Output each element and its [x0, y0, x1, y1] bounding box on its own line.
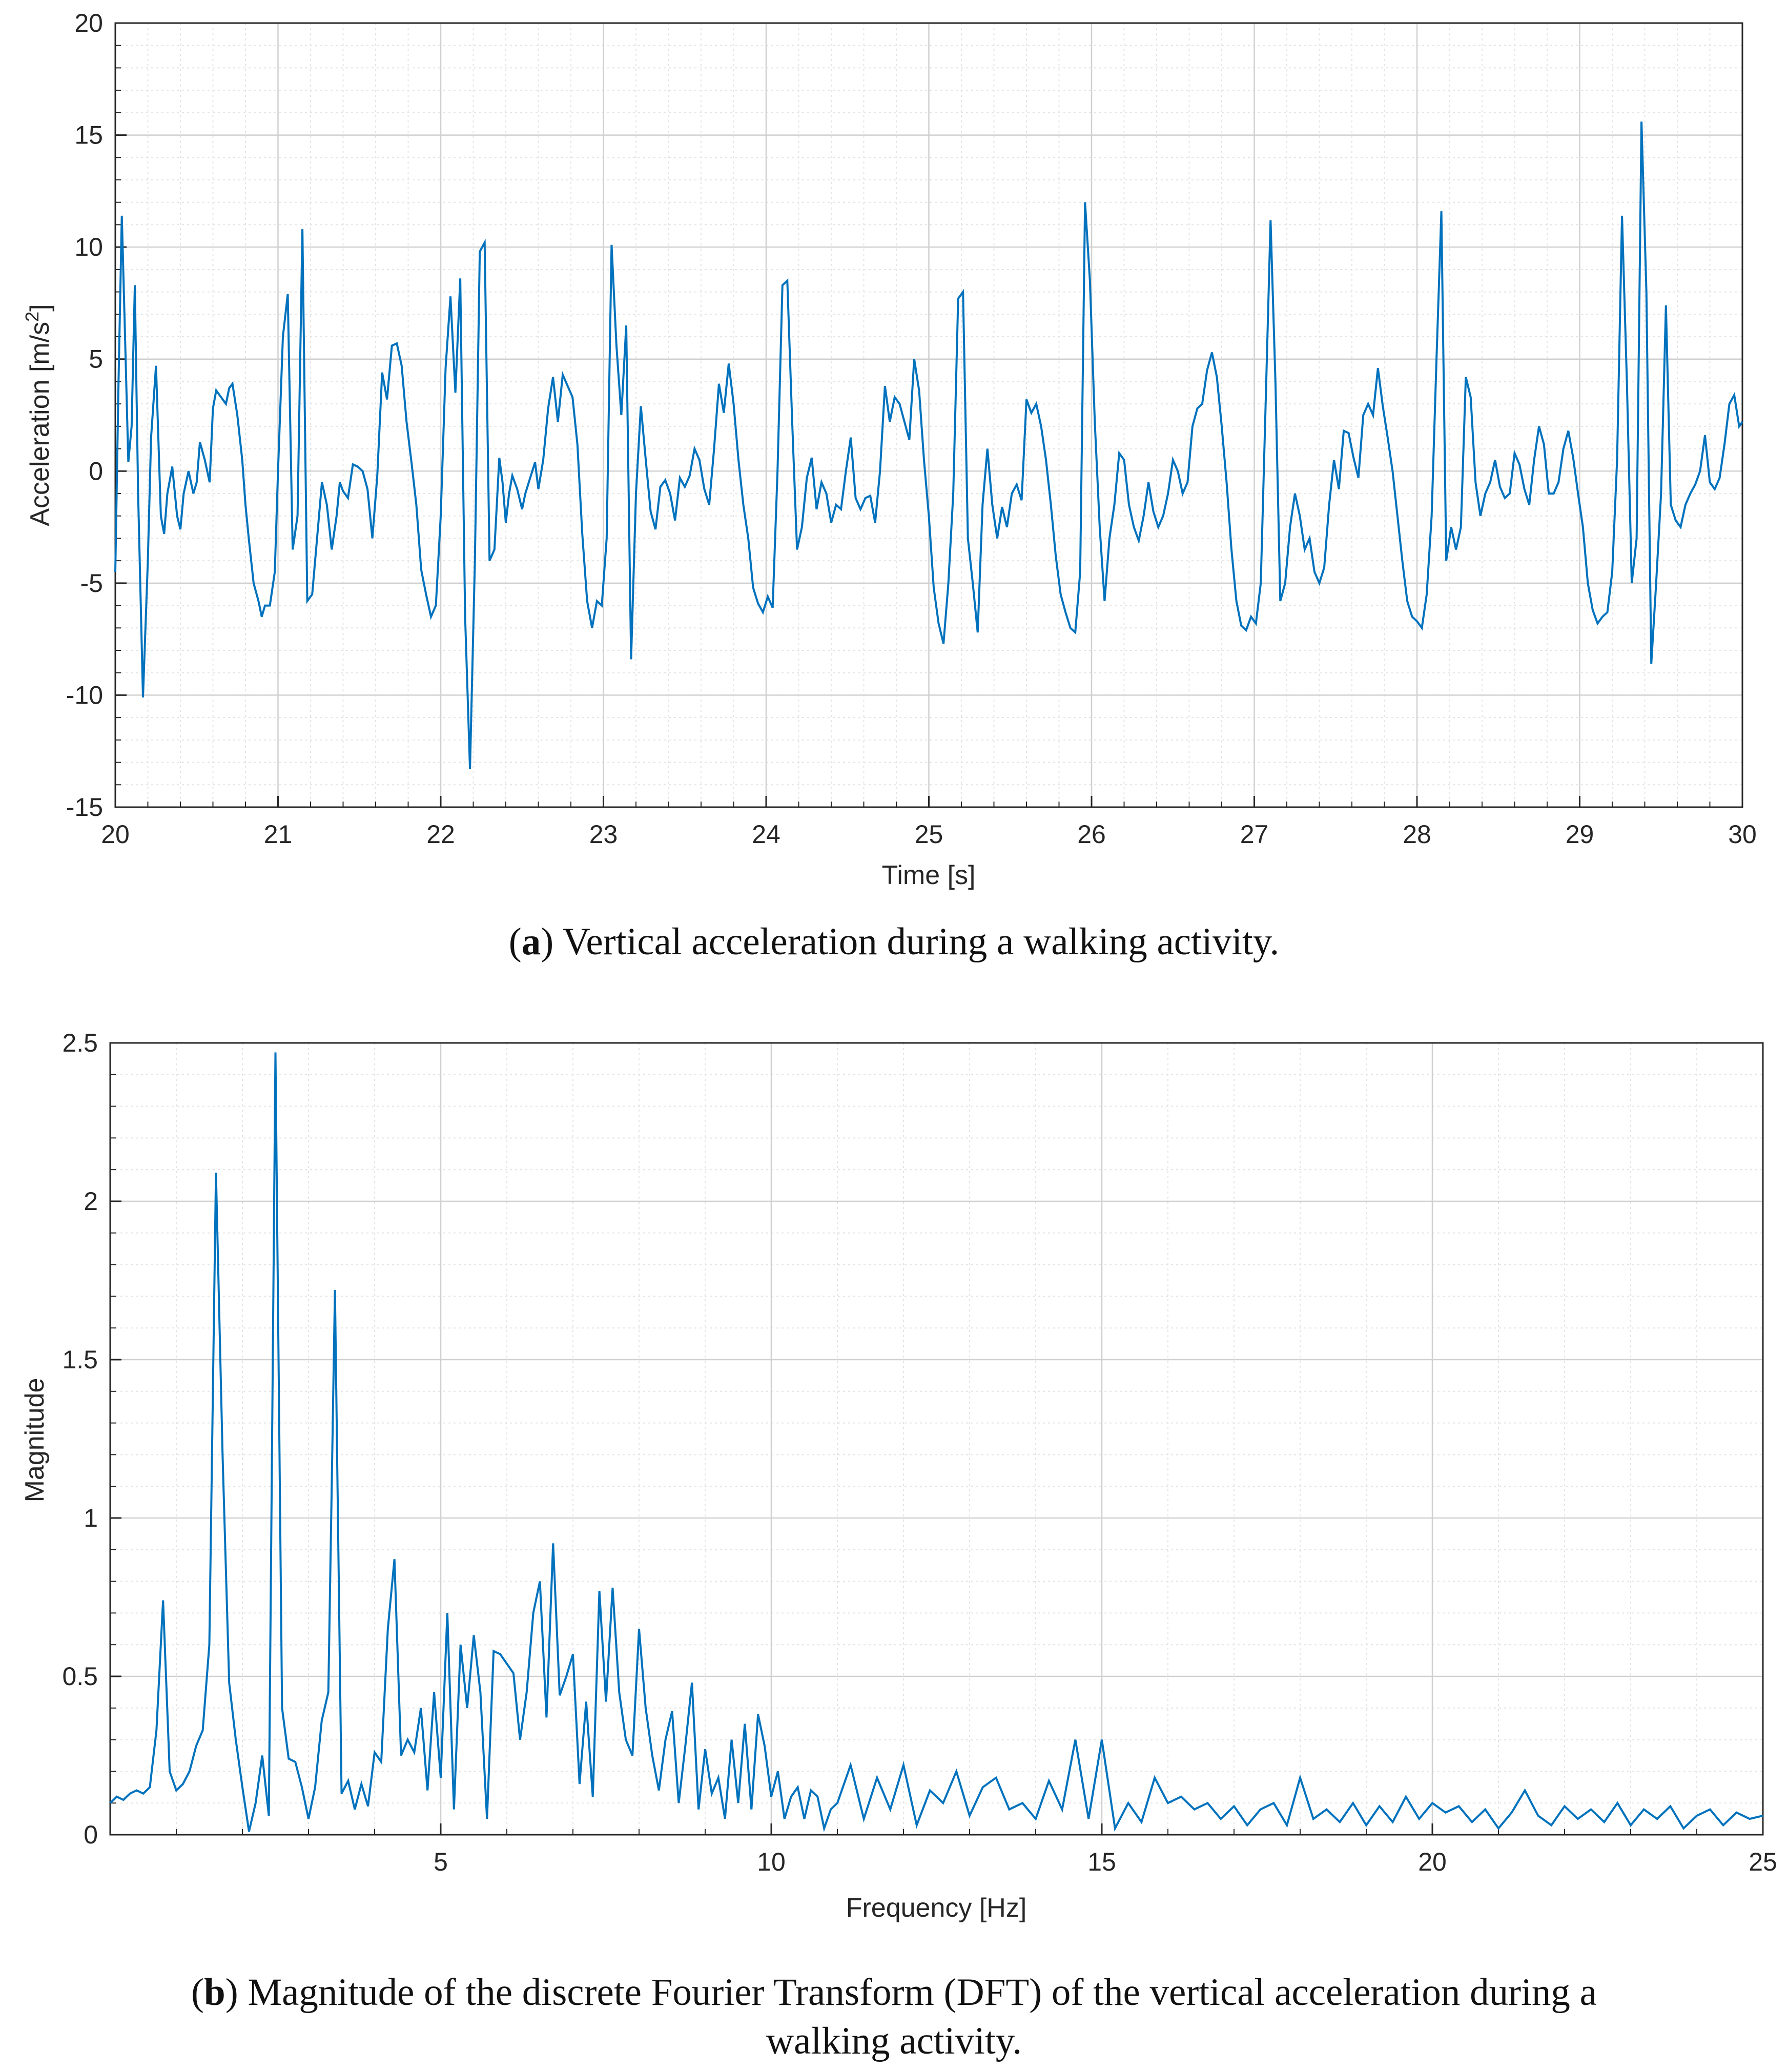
- x-tick-label: 5: [434, 1848, 448, 1876]
- y-tick-label: 2: [84, 1187, 98, 1216]
- caption-b: (b) Magnitude of the discrete Fourier Tr…: [0, 1968, 1788, 2065]
- x-tick-label: 22: [426, 820, 455, 849]
- grid: [114, 22, 1743, 808]
- y-tick-label: -15: [66, 793, 103, 822]
- y-tick-label: 2.5: [62, 1029, 98, 1057]
- y-axis-label: Magnitude: [20, 1378, 50, 1503]
- grid: [110, 1042, 1764, 1836]
- chart-acceleration: 20 21 22 23 24 25 26 27 28 29 30 -15 -10 -5 0 5 10 15 20 T…: [22, 9, 1757, 890]
- y-tick-label: 0: [89, 457, 103, 485]
- x-tick-label: 24: [752, 820, 780, 849]
- caption-a: (a) Vertical acceleration during a walki…: [508, 920, 1280, 963]
- caption-b-line1: (b) Magnitude of the discrete Fourier Tr…: [191, 1971, 1597, 2014]
- caption-b-text-1: Magnitude of the discrete Fourier Transf…: [248, 1971, 1597, 2014]
- y-axis-label: Acceleration [m/s2]: [22, 304, 55, 526]
- y-tick-label: -10: [66, 681, 103, 709]
- series-line: [109, 1052, 1763, 1833]
- x-axis-label: Frequency [Hz]: [846, 1893, 1027, 1923]
- caption-a-letter: a: [521, 920, 541, 963]
- x-tick-label: 27: [1240, 820, 1269, 849]
- x-tick-label: 21: [264, 820, 293, 849]
- plot-frame: [114, 22, 1743, 808]
- y-tick-label: 0.5: [62, 1662, 98, 1691]
- caption-b-letter: b: [204, 1971, 225, 2014]
- x-tick-label: 10: [757, 1848, 786, 1876]
- y-tick-label: 1.5: [62, 1345, 98, 1374]
- x-tick-label: 29: [1566, 820, 1594, 849]
- y-tick-label: 0: [84, 1820, 98, 1849]
- axis-ticks: 20 21 22 23 24 25 26 27 28 29 30 -15 -10 -5 0 5 10 15 20: [66, 9, 1757, 849]
- y-tick-label: 1: [84, 1504, 98, 1532]
- y-tick-label: 20: [74, 9, 103, 37]
- x-tick-label: 28: [1403, 820, 1431, 849]
- x-tick-label: 25: [915, 820, 943, 849]
- x-tick-label: 30: [1728, 820, 1757, 849]
- x-tick-label: 15: [1087, 1848, 1116, 1876]
- chart-dft-magnitude: 5 10 15 20 25 0 0.5 1 1.5 2 2.5 Frequency [Hz] Mag…: [20, 1029, 1777, 1923]
- x-tick-label: 23: [589, 820, 618, 849]
- y-tick-label: 10: [74, 233, 103, 261]
- x-tick-label: 20: [1418, 1848, 1447, 1876]
- caption-a-text: Vertical acceleration during a walking a…: [562, 920, 1280, 963]
- x-tick-label: 20: [101, 820, 130, 849]
- y-tick-label: -5: [80, 569, 103, 598]
- x-tick-label: 26: [1077, 820, 1106, 849]
- y-tick-label: 15: [74, 121, 103, 150]
- y-tick-label: 5: [89, 345, 103, 374]
- x-axis-label: Time [s]: [882, 860, 976, 890]
- x-tick-label: 25: [1749, 1848, 1777, 1876]
- plot-frame: [109, 1042, 1764, 1836]
- caption-b-line2: walking activity.: [766, 2020, 1022, 2062]
- series-line: [114, 121, 1743, 769]
